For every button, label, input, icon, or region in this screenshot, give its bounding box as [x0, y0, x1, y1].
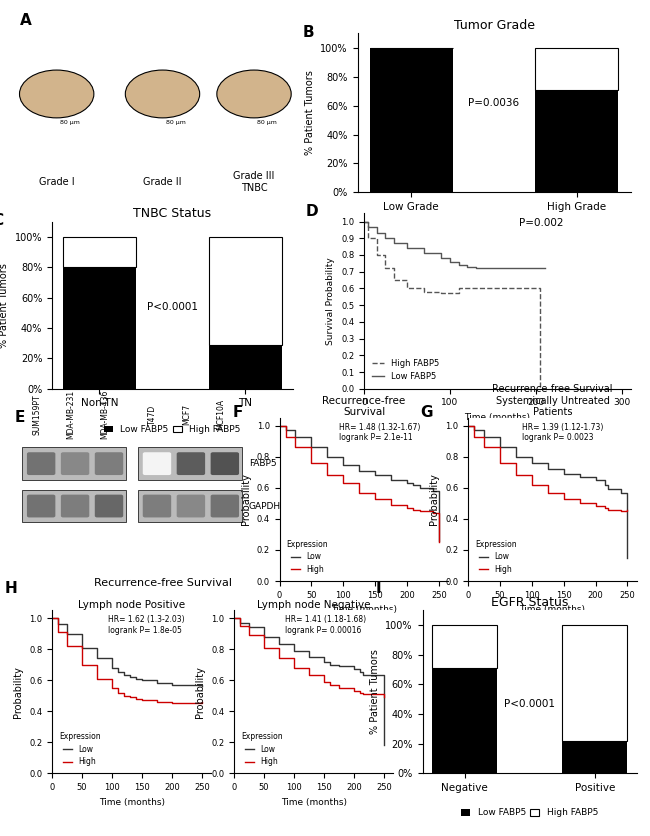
Bar	[138, 447, 242, 480]
Text: 80 µm: 80 µm	[166, 120, 185, 125]
Legend: Low, High: Low, High	[238, 729, 285, 769]
X-axis label: Time (months): Time (months)	[464, 413, 530, 422]
Text: Grade I: Grade I	[39, 177, 75, 187]
Circle shape	[20, 70, 94, 118]
Title: Lymph node Negative: Lymph node Negative	[257, 599, 370, 609]
Bar	[536, 48, 618, 89]
Text: F: F	[232, 405, 242, 420]
Bar	[22, 447, 126, 480]
Title: Recurrence-free
Survival: Recurrence-free Survival	[322, 395, 406, 417]
Y-axis label: Probability: Probability	[14, 665, 23, 718]
FancyBboxPatch shape	[27, 495, 55, 517]
Text: MCF10A: MCF10A	[216, 399, 225, 431]
Bar	[432, 668, 497, 773]
Text: MDA-MB-436: MDA-MB-436	[100, 390, 109, 440]
FancyBboxPatch shape	[143, 452, 171, 475]
FancyBboxPatch shape	[211, 452, 239, 475]
Title: Recurrence-free Survival
Systemically Untreated
Patients: Recurrence-free Survival Systemically Un…	[492, 384, 613, 417]
FancyBboxPatch shape	[143, 495, 171, 517]
Bar	[562, 741, 627, 773]
Legend: Low FABP5, High FABP5: Low FABP5, High FABP5	[458, 805, 602, 821]
Bar	[536, 89, 618, 192]
FancyBboxPatch shape	[95, 495, 124, 517]
Y-axis label: Probability: Probability	[196, 665, 205, 718]
Y-axis label: Probability: Probability	[430, 473, 439, 526]
Bar	[209, 237, 281, 344]
FancyBboxPatch shape	[211, 495, 239, 517]
Text: P=0.002: P=0.002	[519, 218, 563, 228]
Bar	[63, 237, 136, 268]
Text: A: A	[20, 13, 31, 28]
Text: HR= 1.39 (1.12-1.73)
logrank P= 0.0023: HR= 1.39 (1.12-1.73) logrank P= 0.0023	[522, 423, 603, 442]
X-axis label: Time (months): Time (months)	[99, 798, 164, 807]
Legend: Low, High: Low, High	[283, 537, 331, 577]
Y-axis label: % Patient Tumors: % Patient Tumors	[370, 650, 380, 734]
Text: MDA-MB-231: MDA-MB-231	[66, 390, 75, 439]
Bar	[209, 344, 281, 389]
Bar	[138, 490, 242, 522]
Bar	[370, 48, 452, 192]
Text: 80 µm: 80 µm	[60, 120, 79, 125]
Text: Recurrence-free Survival: Recurrence-free Survival	[94, 578, 231, 588]
X-axis label: Time (months): Time (months)	[281, 798, 346, 807]
Text: I: I	[375, 581, 381, 596]
Legend: Low FABP5, High FABP5: Low FABP5, High FABP5	[422, 216, 566, 232]
FancyBboxPatch shape	[27, 452, 55, 475]
X-axis label: Time (months): Time (months)	[519, 605, 586, 614]
Y-axis label: Survival Probability: Survival Probability	[326, 257, 335, 344]
Text: H: H	[5, 581, 17, 596]
FancyBboxPatch shape	[177, 495, 205, 517]
Text: HR= 1.62 (1.3-2.03)
logrank P= 1.8e-05: HR= 1.62 (1.3-2.03) logrank P= 1.8e-05	[108, 615, 185, 635]
Y-axis label: Probability: Probability	[241, 473, 251, 526]
Legend: High FABP5, Low FABP5: High FABP5, Low FABP5	[368, 356, 442, 385]
Text: P<0.0001: P<0.0001	[147, 302, 198, 312]
Text: C: C	[0, 213, 3, 228]
Text: T47D: T47D	[148, 405, 157, 425]
FancyBboxPatch shape	[61, 495, 89, 517]
Text: P<0.0001: P<0.0001	[504, 699, 555, 709]
Text: D: D	[306, 204, 318, 219]
Bar	[22, 490, 126, 522]
FancyBboxPatch shape	[95, 452, 124, 475]
Text: HR= 1.41 (1.18-1.68)
logrank P= 0.00016: HR= 1.41 (1.18-1.68) logrank P= 0.00016	[285, 615, 366, 635]
Text: FABP5: FABP5	[249, 459, 276, 468]
Text: 80 µm: 80 µm	[257, 120, 277, 125]
FancyBboxPatch shape	[61, 452, 89, 475]
Title: Lymph node Positive: Lymph node Positive	[78, 599, 185, 609]
Text: Grade III
TNBC: Grade III TNBC	[233, 171, 275, 193]
Text: B: B	[303, 26, 315, 40]
Legend: Low FABP5, High FABP5: Low FABP5, High FABP5	[100, 421, 244, 438]
Text: SUM159PT: SUM159PT	[32, 395, 41, 435]
Bar	[432, 625, 497, 668]
Y-axis label: % Patient Tumors: % Patient Tumors	[305, 70, 315, 155]
Bar	[63, 268, 136, 389]
Legend: Low, High: Low, High	[472, 537, 519, 577]
Circle shape	[125, 70, 200, 118]
FancyBboxPatch shape	[177, 452, 205, 475]
Legend: Low, High: Low, High	[56, 729, 103, 769]
Text: HR= 1.48 (1.32-1.67)
logrank P= 2.1e-11: HR= 1.48 (1.32-1.67) logrank P= 2.1e-11	[339, 423, 420, 442]
X-axis label: Time (months): Time (months)	[331, 605, 397, 614]
Title: EGFR Status: EGFR Status	[491, 596, 569, 609]
Title: Tumor Grade: Tumor Grade	[454, 19, 534, 33]
Circle shape	[217, 70, 291, 118]
Text: MCF7: MCF7	[182, 404, 191, 426]
Text: Grade II: Grade II	[143, 177, 182, 187]
Text: G: G	[421, 405, 433, 420]
Text: P=0.0036: P=0.0036	[469, 98, 519, 108]
Text: GAPDH: GAPDH	[249, 502, 281, 511]
Title: TNBC Status: TNBC Status	[133, 207, 211, 221]
Text: E: E	[15, 410, 25, 425]
Bar	[562, 625, 627, 741]
Y-axis label: % Patient Tumors: % Patient Tumors	[0, 263, 9, 348]
